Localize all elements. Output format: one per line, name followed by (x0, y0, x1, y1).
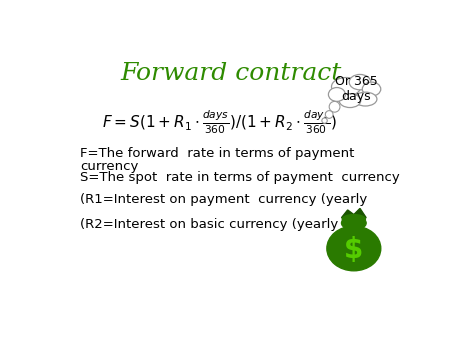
Ellipse shape (362, 82, 381, 96)
Text: F=The forward  rate in terms of payment: F=The forward rate in terms of payment (81, 147, 355, 160)
Ellipse shape (327, 226, 381, 271)
Circle shape (322, 118, 327, 123)
Ellipse shape (354, 92, 377, 106)
Text: (R1=Interest on payment  currency (yearly: (R1=Interest on payment currency (yearly (81, 193, 368, 206)
Text: $F = S(1+R_{1}\cdot\frac{days}{360})/(1+R_{2}\cdot\frac{days}{360})$: $F = S(1+R_{1}\cdot\frac{days}{360})/(1+… (102, 108, 337, 136)
Text: $: $ (344, 236, 364, 264)
Ellipse shape (339, 94, 361, 107)
Polygon shape (342, 209, 366, 219)
Text: currency: currency (81, 160, 139, 173)
Ellipse shape (342, 215, 365, 224)
Text: Or 365
days: Or 365 days (335, 75, 378, 103)
Text: (R2=Interest on basic currency (yearly: (R2=Interest on basic currency (yearly (81, 218, 339, 232)
Circle shape (325, 111, 333, 118)
Ellipse shape (349, 74, 371, 90)
Ellipse shape (332, 77, 361, 96)
Ellipse shape (342, 216, 366, 230)
Circle shape (329, 101, 340, 112)
Text: S=The spot  rate in terms of payment  currency: S=The spot rate in terms of payment curr… (81, 171, 400, 185)
Text: Forward contract: Forward contract (120, 62, 341, 85)
Ellipse shape (328, 88, 345, 101)
